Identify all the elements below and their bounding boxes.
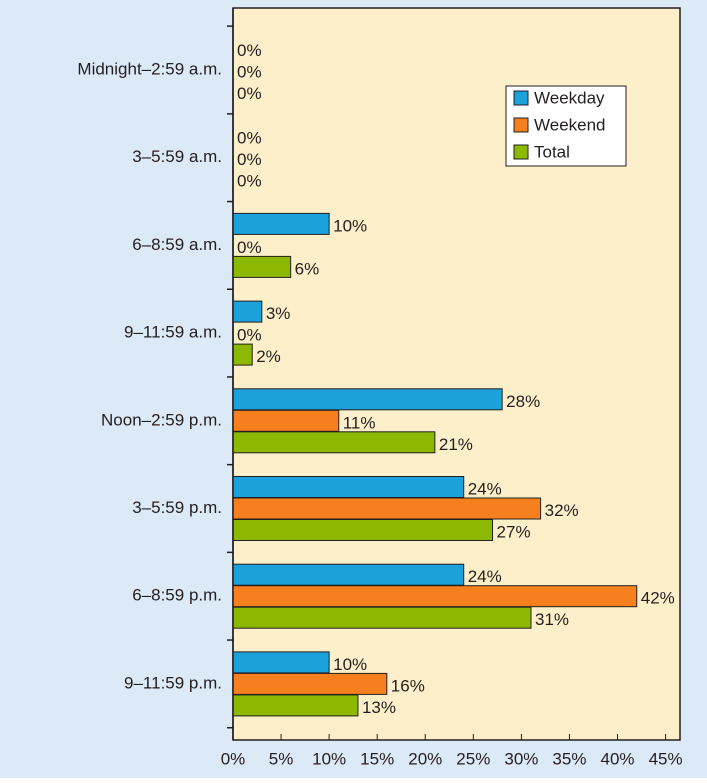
x-tick-label: 20% xyxy=(408,749,442,768)
legend-label: Weekday xyxy=(534,88,605,107)
legend-swatch xyxy=(513,144,529,160)
bar xyxy=(232,651,330,674)
value-label: 24% xyxy=(468,479,502,498)
value-label: 0% xyxy=(237,62,262,81)
bar xyxy=(232,300,263,323)
value-label: 13% xyxy=(362,698,396,717)
bar xyxy=(232,409,340,432)
value-label: 11% xyxy=(343,413,376,432)
y-tick-label: Noon–2:59 p.m. xyxy=(101,410,222,429)
value-label: 21% xyxy=(439,435,473,454)
y-tick-label: Midnight–2:59 a.m. xyxy=(77,59,222,78)
value-label: 42% xyxy=(641,589,675,608)
x-tick-label: 45% xyxy=(649,749,683,768)
y-tick-label: 3–5:59 p.m. xyxy=(132,498,222,517)
value-label: 3% xyxy=(266,304,291,323)
bar xyxy=(232,343,253,366)
bar xyxy=(232,431,436,454)
bar xyxy=(232,563,465,586)
value-label: 6% xyxy=(295,259,320,278)
value-label: 32% xyxy=(545,501,579,520)
bar xyxy=(232,519,494,541)
x-tick-label: 30% xyxy=(504,749,538,768)
value-label: 10% xyxy=(333,655,367,674)
x-tick-label: 25% xyxy=(456,749,490,768)
value-label: 28% xyxy=(506,392,540,411)
value-label: 0% xyxy=(237,172,262,191)
y-tick-label: 3–5:59 a.m. xyxy=(132,147,222,166)
value-label: 31% xyxy=(535,610,569,629)
legend-swatch xyxy=(513,90,529,106)
bar xyxy=(232,255,292,278)
x-tick-label: 5% xyxy=(269,749,294,768)
y-tick-label: 9–11:59 a.m. xyxy=(124,323,222,342)
y-tick-label: 6–8:59 p.m. xyxy=(132,586,222,605)
value-label: 0% xyxy=(237,129,262,148)
value-label: 0% xyxy=(237,41,262,60)
x-tick-label: 10% xyxy=(312,749,346,768)
x-tick-label: 35% xyxy=(552,749,586,768)
value-label: 27% xyxy=(497,522,531,541)
x-tick-label: 0% xyxy=(221,749,246,768)
bar xyxy=(232,476,465,498)
bar xyxy=(232,672,388,695)
value-label: 24% xyxy=(468,567,502,586)
value-label: 0% xyxy=(237,84,262,103)
x-tick-label: 15% xyxy=(360,749,394,768)
bar xyxy=(232,388,503,411)
value-label: 2% xyxy=(256,347,281,366)
value-label: 10% xyxy=(333,216,367,235)
value-label: 0% xyxy=(237,326,262,345)
bar xyxy=(232,212,330,235)
bar xyxy=(232,497,542,520)
y-tick-label: 6–8:59 a.m. xyxy=(132,235,222,254)
value-label: 16% xyxy=(391,676,425,695)
value-label: 0% xyxy=(237,238,262,257)
y-tick-label: 9–11:59 p.m. xyxy=(124,673,222,692)
legend: Weekday Weekend Total xyxy=(505,85,627,167)
legend-label: Weekend xyxy=(534,115,606,134)
x-tick-label: 40% xyxy=(601,749,635,768)
bar xyxy=(232,585,638,608)
legend-label: Total xyxy=(534,142,570,161)
bar xyxy=(232,694,359,717)
value-label: 0% xyxy=(237,150,262,169)
legend-swatch xyxy=(513,117,529,133)
bar xyxy=(232,606,532,629)
